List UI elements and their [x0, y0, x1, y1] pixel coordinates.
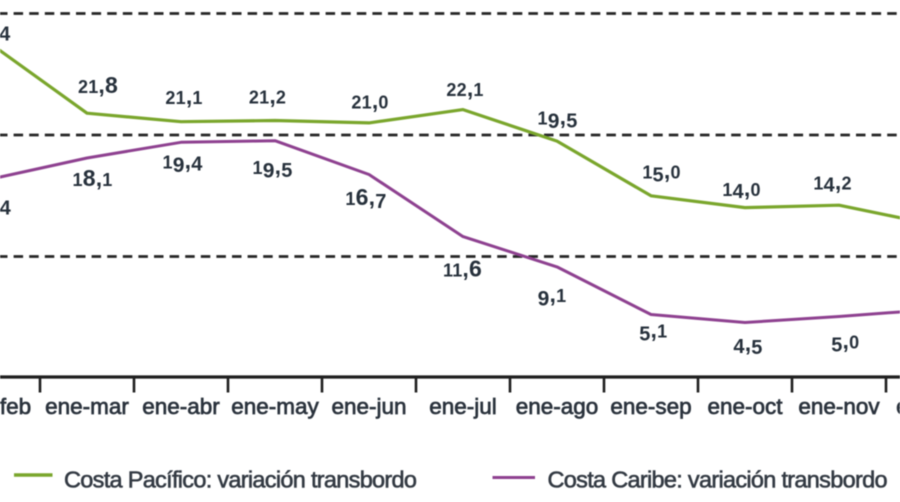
svg-text:ene-oct: ene-oct [707, 394, 783, 419]
svg-text:ene-mar: ene-mar [45, 394, 129, 419]
svg-text:18,1: 18,1 [72, 165, 112, 191]
svg-text:ene-jul: ene-jul [429, 394, 497, 419]
svg-text:ene-may: ene-may [231, 394, 319, 419]
svg-text:ene-sep: ene-sep [610, 394, 691, 419]
svg-text:ene-feb: ene-feb [0, 394, 31, 419]
svg-text:15​,0: 15​,0 [642, 158, 680, 187]
svg-text:ene-jun: ene-jun [331, 394, 406, 419]
svg-text:5​,0: 5​,0 [831, 328, 859, 357]
svg-text:16,7​: 16,7​ [345, 184, 386, 213]
svg-text:21,2: 21,2 [249, 83, 286, 109]
svg-text:21,8: 21,8 [78, 72, 118, 98]
svg-text:19​,4​: 19​,4​ [162, 148, 203, 178]
svg-text:ene-ago: ene-ago [516, 394, 599, 419]
svg-text:27​,4​: 27​,4​ [0, 18, 11, 47]
svg-text:16,4​: 16,4​ [0, 192, 12, 220]
svg-text:22,1: 22,1 [446, 75, 483, 101]
svg-text:Costa Caribe: variación transb: Costa Caribe: variación transbordo [548, 467, 888, 493]
svg-text:19​,5​: 19​,5​ [252, 153, 292, 183]
svg-text:5​,1: 5​,1 [639, 317, 667, 346]
svg-text:4​,5​: 4​,5​ [733, 330, 762, 359]
svg-text:9​,1: 9​,1 [538, 281, 567, 311]
svg-text:21,0: 21,0 [351, 88, 388, 114]
svg-text:14​,0: 14​,0 [722, 175, 760, 203]
svg-text:ene-abr: ene-abr [142, 394, 220, 419]
svg-text:21,1: 21,1 [165, 83, 202, 109]
svg-text:ene-dic: ene-dic [896, 394, 900, 419]
svg-text:Costa Pacífico: variación tran: Costa Pacífico: variación transbordo [64, 467, 417, 493]
svg-text:19​,5​: 19​,5​ [537, 104, 577, 134]
svg-text:ene-nov: ene-nov [798, 394, 880, 419]
svg-text:11,6: 11,6 [443, 256, 482, 282]
svg-text:14​,2: 14​,2 [813, 169, 851, 197]
